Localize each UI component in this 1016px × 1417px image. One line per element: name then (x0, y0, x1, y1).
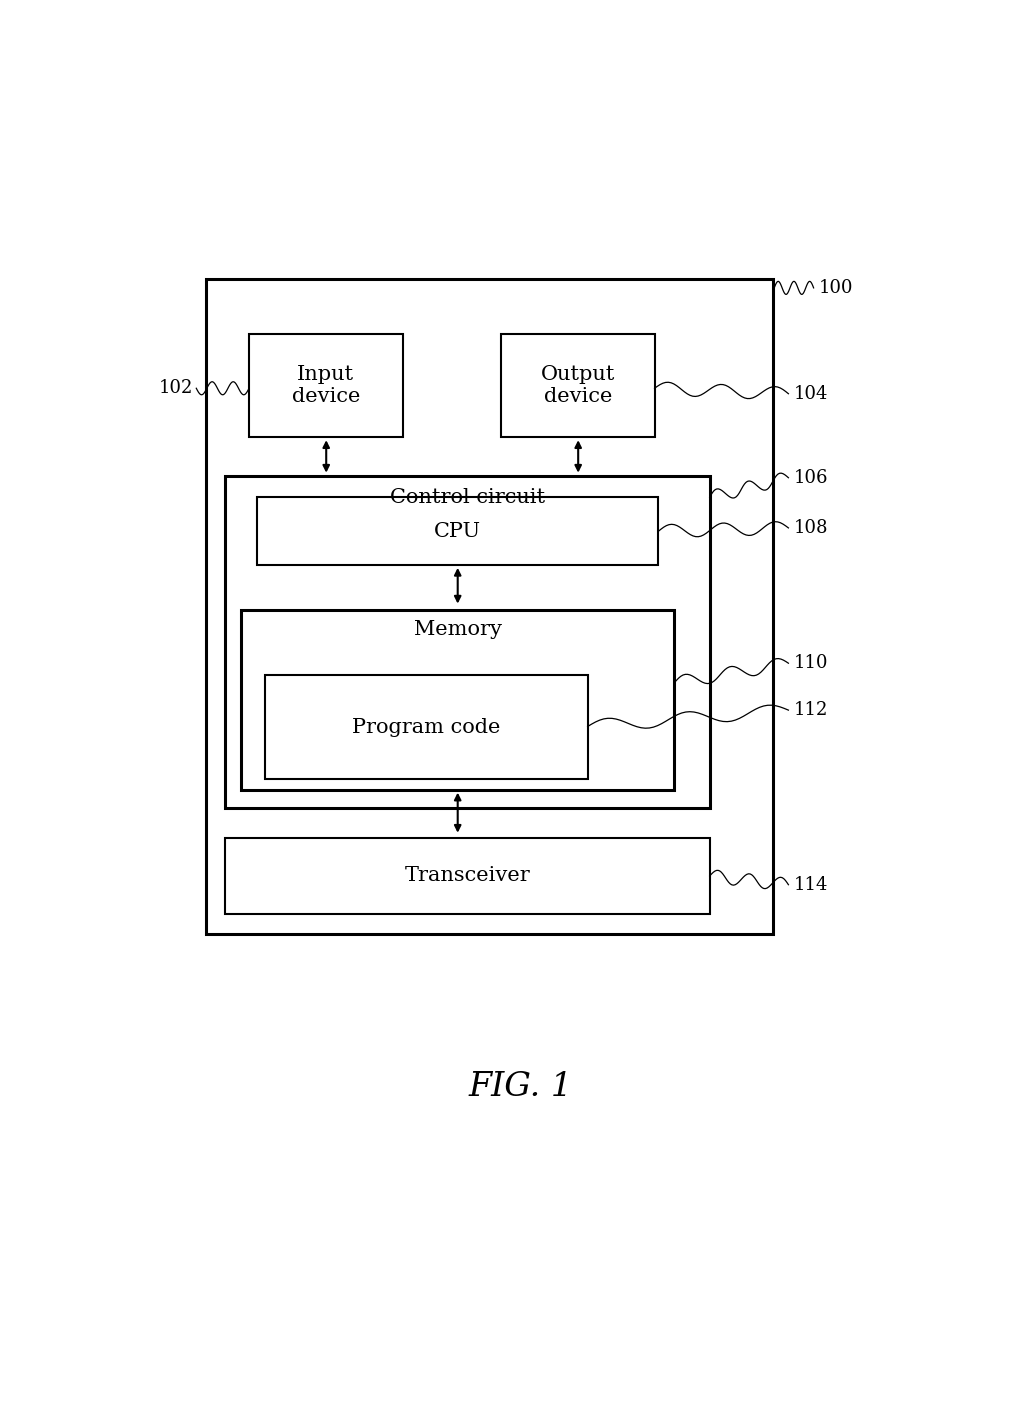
Text: Output
device: Output device (541, 366, 615, 407)
Text: 112: 112 (793, 701, 828, 720)
Bar (257, 497, 658, 565)
Text: Control circuit: Control circuit (390, 487, 546, 507)
Bar (265, 676, 587, 779)
Text: Transceiver: Transceiver (404, 866, 530, 886)
Bar (501, 333, 654, 438)
Text: 104: 104 (793, 384, 828, 402)
Text: 106: 106 (793, 469, 828, 486)
Bar (226, 476, 709, 808)
Text: 102: 102 (158, 380, 193, 397)
Text: Input
device: Input device (292, 366, 360, 407)
Text: Memory: Memory (414, 619, 502, 639)
Text: 108: 108 (793, 519, 828, 537)
Bar (249, 333, 402, 438)
Bar (226, 837, 709, 914)
Bar (241, 609, 675, 789)
Text: CPU: CPU (434, 521, 482, 541)
Text: 100: 100 (818, 279, 852, 298)
Bar (205, 279, 772, 934)
Text: 114: 114 (793, 876, 828, 894)
Text: 110: 110 (793, 655, 828, 672)
Text: FIG. 1: FIG. 1 (468, 1071, 573, 1102)
Text: Program code: Program code (352, 717, 501, 737)
